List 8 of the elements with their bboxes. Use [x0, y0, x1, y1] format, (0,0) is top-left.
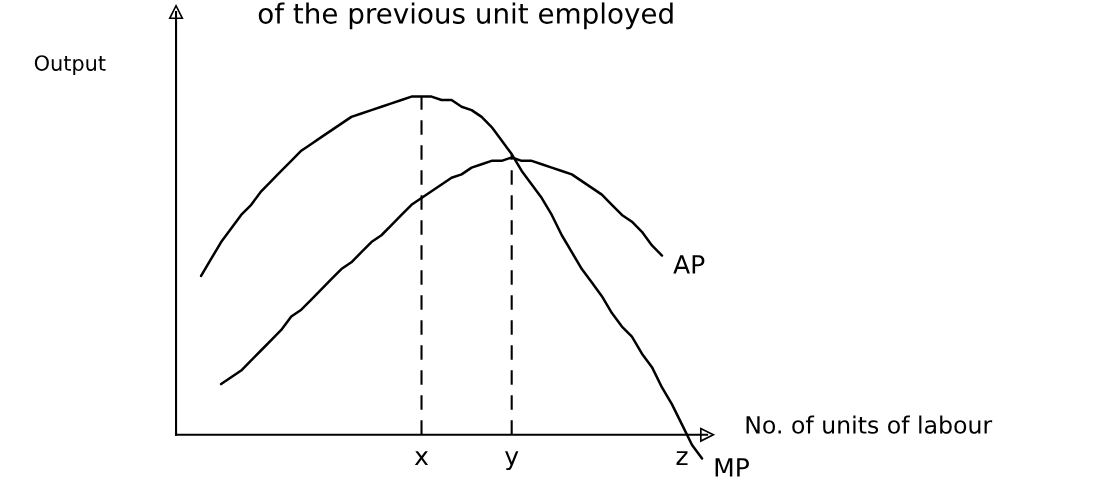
chart-title: of the previous unit employed	[258, 2, 673, 30]
x-tick-label: x	[414, 451, 429, 465]
series-label: AP	[673, 255, 705, 274]
series-label: MP	[715, 458, 749, 477]
x-axis-title: No. of units of labour	[746, 415, 993, 434]
x-tick-label: z	[676, 451, 688, 465]
x-tick-label: y	[505, 451, 519, 471]
y-axis-title: Output	[34, 55, 106, 75]
